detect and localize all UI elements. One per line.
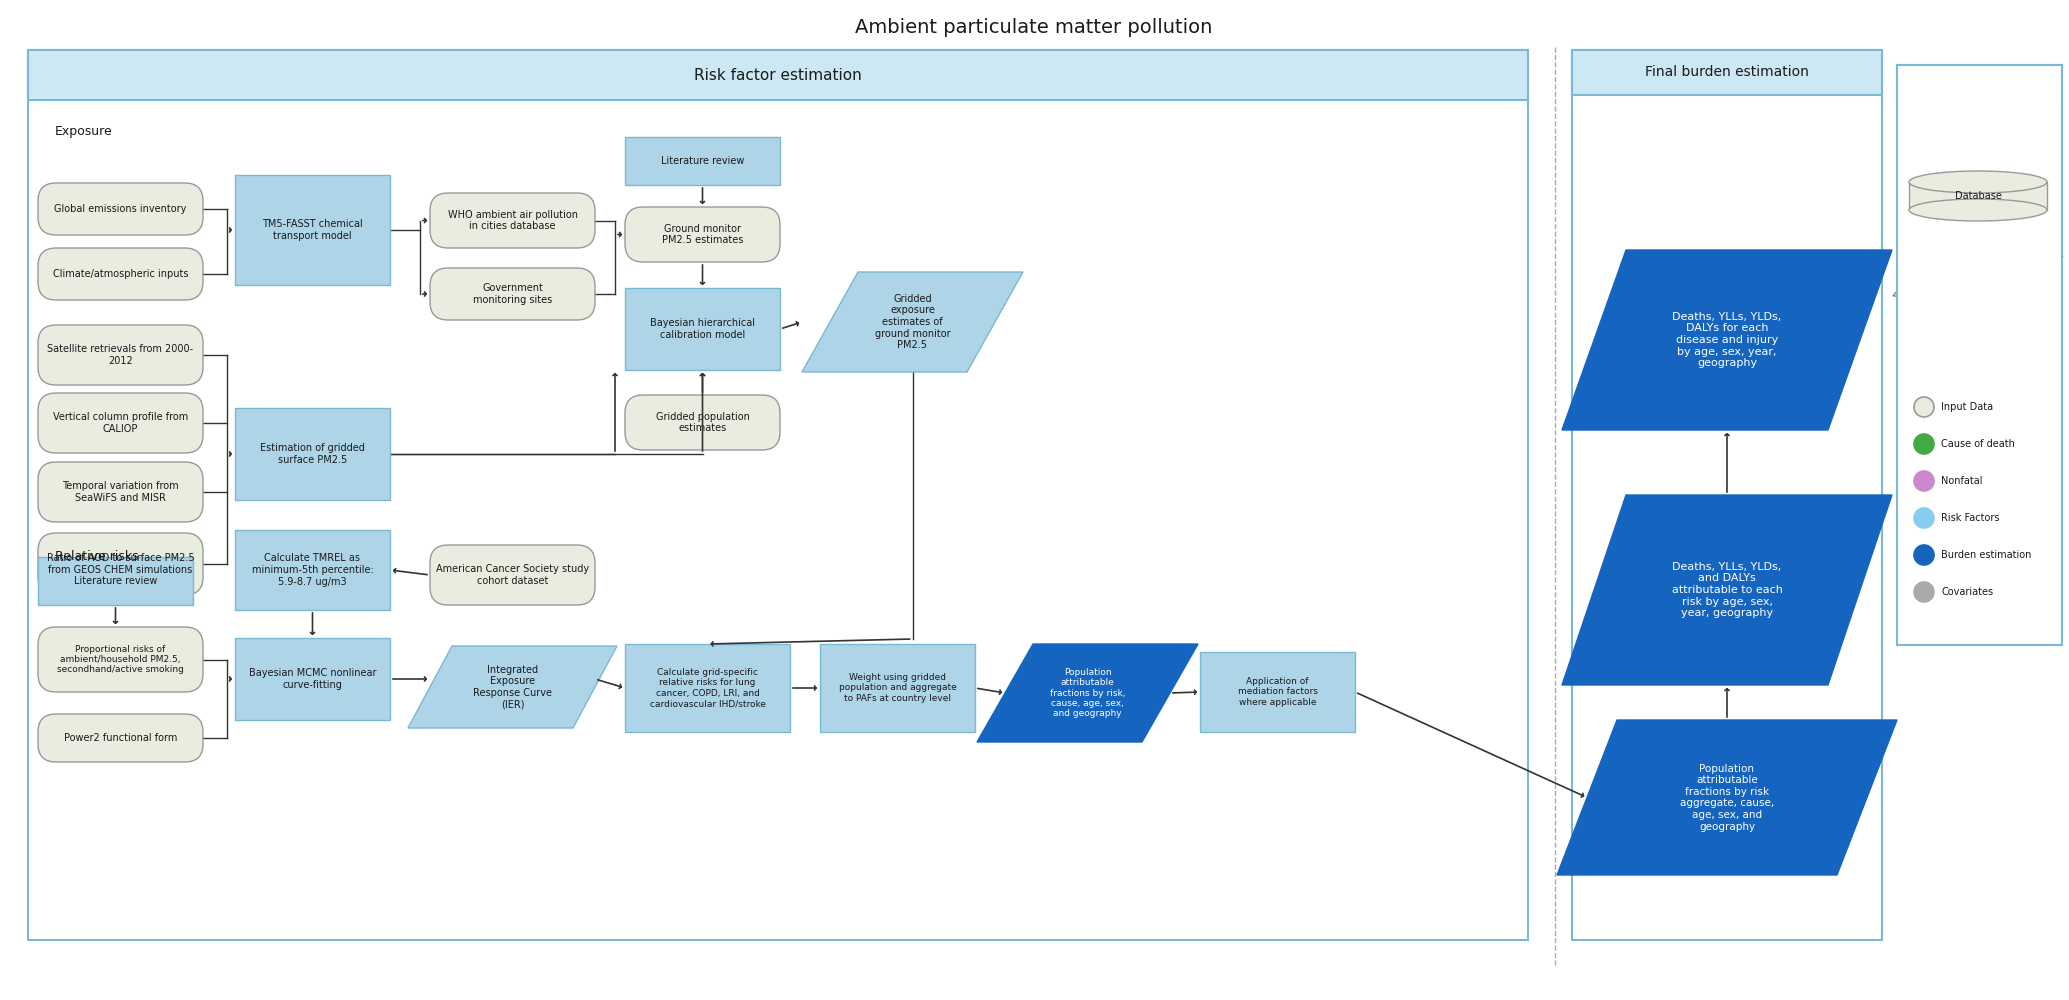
Polygon shape	[803, 272, 1022, 372]
FancyBboxPatch shape	[37, 183, 203, 235]
Text: Risk Factors: Risk Factors	[1941, 513, 1999, 523]
Text: Vertical column profile from
CALIOP: Vertical column profile from CALIOP	[54, 412, 188, 434]
FancyBboxPatch shape	[236, 408, 389, 500]
FancyBboxPatch shape	[819, 644, 974, 732]
Ellipse shape	[1910, 171, 2046, 193]
Circle shape	[1914, 508, 1935, 528]
Text: Nonfatal: Nonfatal	[1941, 476, 1982, 486]
Text: Ratio of AOD to surface PM2.5
from GEOS CHEM simulations: Ratio of AOD to surface PM2.5 from GEOS …	[48, 553, 194, 575]
Text: Input data: Input data	[1953, 128, 2003, 138]
Text: American Cancer Society study
cohort dataset: American Cancer Society study cohort dat…	[437, 564, 590, 586]
Text: Cause of death: Cause of death	[1941, 439, 2015, 449]
Text: Final burden estimation: Final burden estimation	[1645, 66, 1808, 80]
FancyBboxPatch shape	[625, 288, 780, 370]
FancyBboxPatch shape	[1897, 65, 2063, 107]
Circle shape	[1914, 397, 1935, 417]
FancyBboxPatch shape	[1572, 50, 1883, 940]
Polygon shape	[977, 644, 1198, 742]
Text: Gridded
exposure
estimates of
ground monitor
PM2.5: Gridded exposure estimates of ground mon…	[875, 294, 950, 350]
Text: Global emissions inventory: Global emissions inventory	[54, 204, 186, 214]
Polygon shape	[408, 646, 617, 728]
Text: Exposure: Exposure	[56, 125, 112, 138]
Text: Calculate TMREL as
minimum-5th percentile:
5.9-8.7 ug/m3: Calculate TMREL as minimum-5th percentil…	[252, 553, 372, 587]
FancyBboxPatch shape	[37, 393, 203, 453]
Text: Weight using gridded
population and aggregate
to PAFs at country level: Weight using gridded population and aggr…	[838, 673, 956, 703]
Polygon shape	[1558, 720, 1897, 875]
Text: Input Data: Input Data	[1941, 402, 1992, 412]
Text: Literature review: Literature review	[74, 576, 157, 586]
Text: Population
attributable
fractions by risk,
cause, age, sex,
and geography: Population attributable fractions by ris…	[1049, 668, 1126, 718]
Text: Burden estimation: Burden estimation	[1941, 550, 2032, 560]
Text: Application of
mediation factors
where applicable: Application of mediation factors where a…	[1237, 677, 1318, 707]
FancyBboxPatch shape	[37, 714, 203, 762]
Text: Risk factor estimation: Risk factor estimation	[693, 68, 863, 83]
FancyBboxPatch shape	[625, 137, 780, 185]
FancyBboxPatch shape	[1200, 652, 1355, 732]
Text: Integrated
Exposure
Response Curve
(IER): Integrated Exposure Response Curve (IER)	[474, 665, 552, 709]
Text: Bayesian MCMC nonlinear
curve-fitting: Bayesian MCMC nonlinear curve-fitting	[248, 668, 377, 690]
Text: Climate/atmospheric inputs: Climate/atmospheric inputs	[52, 269, 188, 279]
Circle shape	[1914, 545, 1935, 565]
Text: Bayesian hierarchical
calibration model: Bayesian hierarchical calibration model	[650, 318, 755, 340]
Text: Legend: Legend	[1951, 79, 2009, 93]
FancyBboxPatch shape	[236, 530, 389, 610]
FancyBboxPatch shape	[29, 50, 1529, 940]
Text: TM5-FASST chemical
transport model: TM5-FASST chemical transport model	[263, 219, 362, 241]
FancyBboxPatch shape	[37, 325, 203, 385]
Polygon shape	[1562, 495, 1891, 685]
Text: Literature review: Literature review	[660, 156, 745, 166]
Text: Calculate grid-specific
relative risks for lung
cancer, COPD, LRI, and
cardiovas: Calculate grid-specific relative risks f…	[650, 668, 766, 708]
FancyBboxPatch shape	[37, 248, 203, 300]
FancyBboxPatch shape	[430, 268, 596, 320]
Text: Government
monitoring sites: Government monitoring sites	[474, 283, 552, 305]
Text: Estimation of gridded
surface PM2.5: Estimation of gridded surface PM2.5	[261, 443, 364, 465]
Text: Relative risks: Relative risks	[56, 550, 139, 563]
Text: Deaths, YLLs, YLDs,
and DALYs
attributable to each
risk by age, sex,
year, geogr: Deaths, YLLs, YLDs, and DALYs attributab…	[1672, 562, 1781, 618]
FancyBboxPatch shape	[1897, 65, 2063, 645]
FancyBboxPatch shape	[1910, 113, 2046, 153]
Text: Deaths, YLLs, YLDs,
DALYs for each
disease and injury
by age, sex, year,
geograp: Deaths, YLLs, YLDs, DALYs for each disea…	[1672, 312, 1781, 368]
Text: Ambient particulate matter pollution: Ambient particulate matter pollution	[854, 18, 1212, 37]
Text: Temporal variation from
SeaWiFS and MISR: Temporal variation from SeaWiFS and MISR	[62, 481, 178, 503]
FancyBboxPatch shape	[37, 557, 192, 605]
FancyBboxPatch shape	[37, 533, 203, 595]
FancyBboxPatch shape	[625, 644, 790, 732]
Text: Database: Database	[1955, 191, 2001, 201]
Text: Covariates: Covariates	[1941, 587, 1992, 597]
Text: Process: Process	[1959, 336, 1997, 346]
Circle shape	[1914, 582, 1935, 602]
FancyBboxPatch shape	[37, 627, 203, 692]
Polygon shape	[1562, 250, 1891, 430]
FancyBboxPatch shape	[625, 395, 780, 450]
Text: Results: Results	[1959, 271, 1997, 281]
FancyBboxPatch shape	[430, 193, 596, 248]
Ellipse shape	[1910, 199, 2046, 221]
Text: Gridded population
estimates: Gridded population estimates	[656, 412, 749, 433]
Circle shape	[1914, 471, 1935, 491]
FancyBboxPatch shape	[1572, 50, 1883, 95]
Text: Population
attributable
fractions by risk
aggregate, cause,
age, sex, and
geogra: Population attributable fractions by ris…	[1680, 764, 1773, 832]
Text: Ground monitor
PM2.5 estimates: Ground monitor PM2.5 estimates	[662, 224, 743, 245]
FancyBboxPatch shape	[430, 545, 596, 605]
Text: Proportional risks of
ambient/household PM2.5,
secondhand/active smoking: Proportional risks of ambient/household …	[58, 645, 184, 674]
FancyBboxPatch shape	[1910, 321, 2046, 361]
FancyBboxPatch shape	[236, 175, 389, 285]
Text: WHO ambient air pollution
in cities database: WHO ambient air pollution in cities data…	[447, 210, 577, 231]
FancyBboxPatch shape	[37, 462, 203, 522]
FancyBboxPatch shape	[236, 638, 389, 720]
Circle shape	[1914, 434, 1935, 454]
FancyBboxPatch shape	[29, 50, 1529, 100]
FancyBboxPatch shape	[1910, 182, 2046, 210]
FancyBboxPatch shape	[625, 207, 780, 262]
Text: Power2 functional form: Power2 functional form	[64, 733, 178, 743]
Polygon shape	[1893, 256, 2063, 296]
Text: Satellite retrievals from 2000-
2012: Satellite retrievals from 2000- 2012	[48, 344, 194, 366]
